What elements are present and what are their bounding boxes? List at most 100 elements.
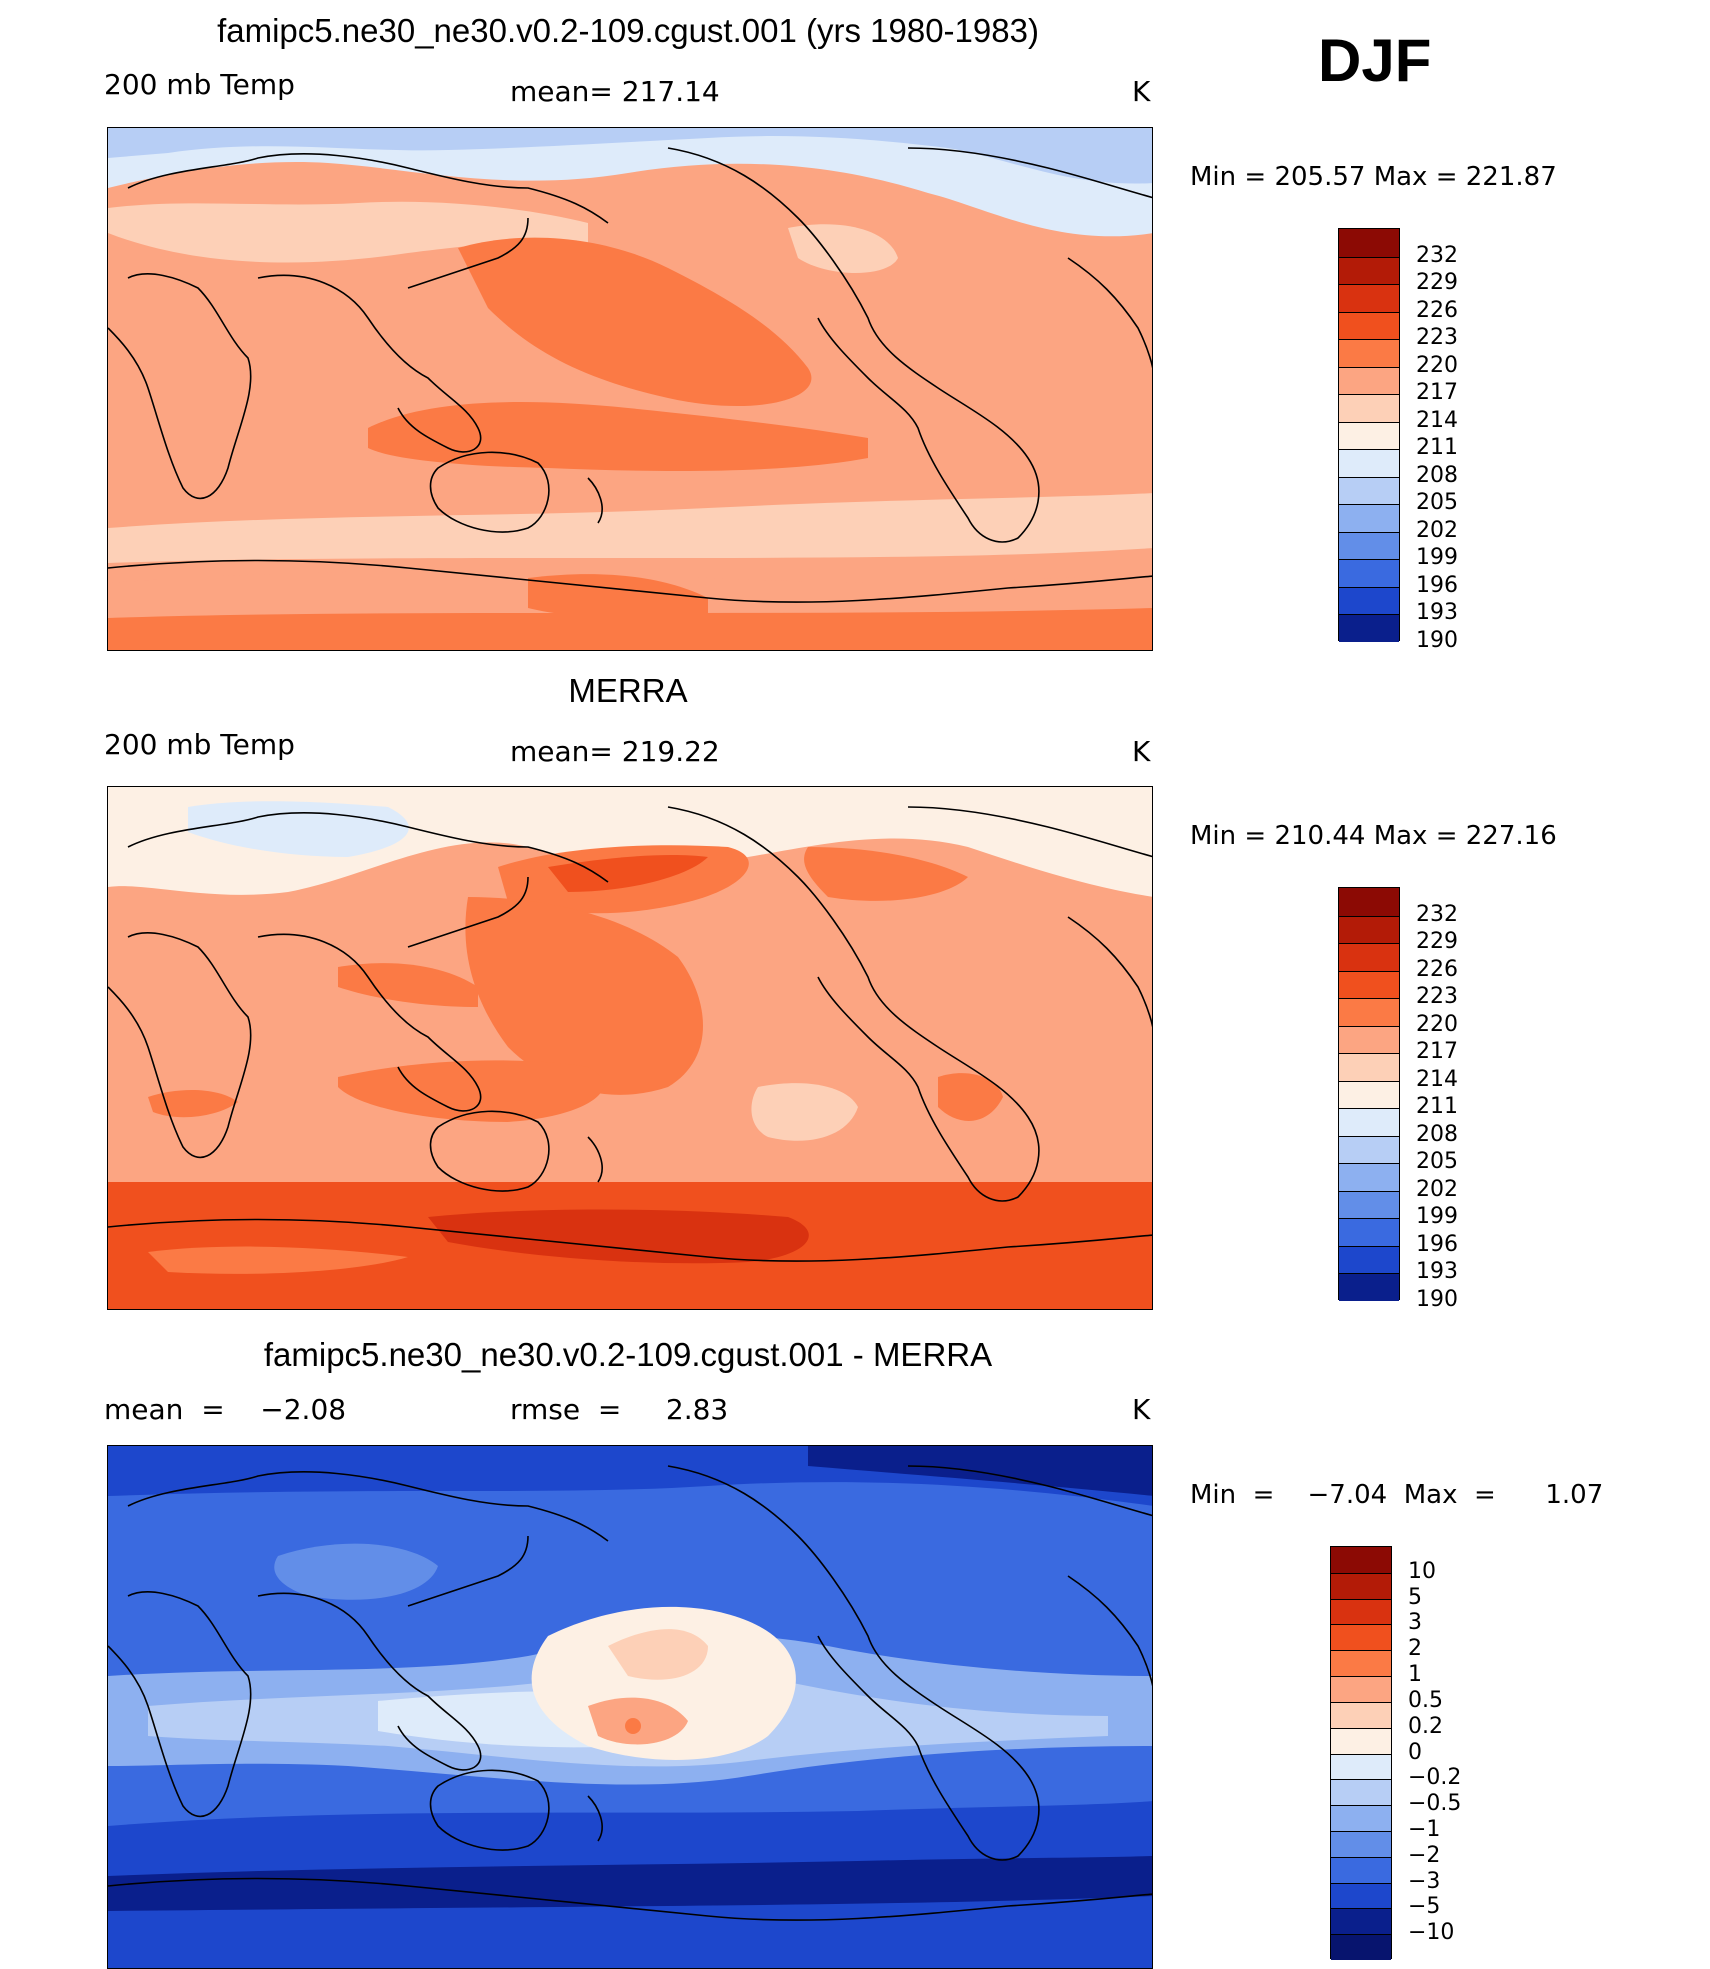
colorbar-segment (1331, 1598, 1391, 1625)
colorbar-label: 0.5 (1408, 1687, 1443, 1713)
colorbar-segment (1339, 970, 1399, 999)
colorbar-label: 223 (1416, 984, 1458, 1010)
contour-band-north-cold (188, 801, 409, 857)
colorbar-segment (1339, 504, 1399, 532)
rmse-label: rmse = 2.83 (510, 1393, 729, 1426)
colorbar-segment (1331, 1547, 1391, 1573)
contour-band-tropics (338, 963, 478, 1007)
colorbar-label: −5 (1408, 1894, 1441, 1920)
units-label: K (1132, 735, 1151, 768)
colorbar-segment (1331, 1908, 1391, 1935)
colorbar-model: 232 229 226 223 220 217 214 211 208 205 202 199 196 1… (1338, 228, 1458, 653)
colorbar-box (1338, 228, 1400, 642)
panel-title: MERRA (568, 672, 688, 709)
colorbar-segment (1331, 1676, 1391, 1702)
panel-title: famipc5.ne30_ne30.v0.2-109.cgust.001 (yr… (217, 12, 1039, 49)
colorbar-merra: 232 229 226 223 220 217 214 211 208 205 202 199 196 1… (1338, 887, 1458, 1312)
contour-band-warm-pacific (458, 237, 812, 407)
colorbar-label: 214 (1416, 407, 1458, 433)
colorbar-label: 1 (1408, 1662, 1422, 1688)
colorbar-label: −0.5 (1408, 1791, 1462, 1817)
season-label: DJF (1318, 27, 1432, 94)
colorbar-label: 214 (1416, 1066, 1458, 1092)
map-difference (107, 1445, 1153, 1969)
colorbar-segment (1339, 1245, 1399, 1274)
colorbar-label: 0.2 (1408, 1713, 1443, 1739)
colorbar-label: 0 (1408, 1739, 1422, 1765)
colorbar-segment (1331, 1830, 1391, 1857)
colorbar-segment (1339, 586, 1399, 615)
colorbar-segment (1331, 1805, 1391, 1831)
colorbar-label: 202 (1416, 517, 1458, 543)
colorbar-segment (1339, 1108, 1399, 1136)
contour-band-northpac-warmer (548, 855, 708, 892)
colorbar-label: 3 (1408, 1610, 1422, 1636)
colorbar-segment (1339, 366, 1399, 395)
contour-band-pacific-warm-2 (608, 1629, 708, 1680)
coastline-outline (108, 806, 1152, 1262)
panel-title: famipc5.ne30_ne30.v0.2-109.cgust.001 - M… (263, 1336, 993, 1373)
colorbar-label: −10 (1408, 1920, 1455, 1946)
colorbar-segment (1339, 998, 1399, 1026)
colorbar-label: −0.2 (1408, 1765, 1462, 1791)
colorbar-segment (1339, 339, 1399, 367)
contour-band-pacific (465, 897, 703, 1095)
colorbar-segment (1339, 284, 1399, 312)
colorbar-label: 205 (1416, 1149, 1458, 1175)
colorbar-label: 232 (1416, 901, 1458, 927)
colorbar-segment (1339, 1218, 1399, 1246)
colorbar-segment (1331, 1727, 1391, 1754)
units-label: K (1132, 75, 1151, 108)
colorbar-label: 211 (1416, 435, 1458, 461)
contour-band-pacific-max (625, 1718, 641, 1734)
mean-label: mean= 219.22 (510, 735, 720, 768)
colorbar-segment (1339, 421, 1399, 450)
colorbar-label: 208 (1416, 462, 1458, 488)
colorbar-segment (1339, 449, 1399, 477)
contour-band-asia-light (274, 1543, 438, 1600)
colorbar-segment (1339, 888, 1399, 916)
variable-label: 200 mb Temp (104, 728, 295, 761)
contour-band-bottom (108, 608, 1152, 650)
colorbar-label: −2 (1408, 1842, 1441, 1868)
colorbar-segment (1331, 1701, 1391, 1728)
colorbar-segment (1339, 394, 1399, 422)
mean-label: mean= 217.14 (510, 75, 720, 108)
colorbar-segment (1339, 943, 1399, 971)
mean-label: mean = −2.08 (104, 1393, 347, 1426)
colorbar-segment (1339, 1025, 1399, 1054)
colorbar-segment (1331, 1856, 1391, 1883)
variable-label: 200 mb Temp (104, 68, 295, 101)
colorbar-label: 220 (1416, 352, 1458, 378)
colorbar-segment (1339, 1273, 1399, 1301)
colorbar-label: −1 (1408, 1816, 1441, 1842)
colorbar-label: 208 (1416, 1121, 1458, 1147)
colorbar-segment (1339, 1080, 1399, 1109)
colorbar-segment (1339, 1190, 1399, 1219)
colorbar-label: 190 (1416, 628, 1458, 653)
colorbar-label: 199 (1416, 545, 1458, 571)
contour-band-north-darkest (808, 1446, 1152, 1496)
colorbar-segment (1339, 229, 1399, 257)
minmax-label: Min = 205.57 Max = 221.87 (1190, 162, 1557, 192)
colorbar-label: 5 (1408, 1584, 1422, 1610)
colorbar-box (1330, 1546, 1392, 1960)
colorbar-label: 193 (1416, 600, 1458, 626)
colorbar-label: 211 (1416, 1094, 1458, 1120)
colorbar-label: 229 (1416, 270, 1458, 296)
contour-band-south-core (428, 1209, 809, 1264)
colorbar-segment (1339, 559, 1399, 587)
colorbar-segment (1331, 1882, 1391, 1909)
contour-band-southam-warm (938, 1073, 1003, 1121)
contour-band-north-colder (108, 128, 1152, 184)
colorbar-label: 223 (1416, 325, 1458, 351)
colorbar-segment (1339, 1163, 1399, 1191)
colorbar-segment (1331, 1650, 1391, 1677)
contour-band-northam-warm (804, 847, 968, 901)
colorbar-box (1338, 887, 1400, 1301)
minmax-label: Min = 210.44 Max = 227.16 (1190, 821, 1557, 851)
contour-band-sa-pale (751, 1083, 858, 1141)
colorbar-label: 196 (1416, 1231, 1458, 1257)
minmax-label: Min = −7.04 Max = 1.07 (1190, 1480, 1604, 1510)
map-model-temp (107, 127, 1153, 651)
